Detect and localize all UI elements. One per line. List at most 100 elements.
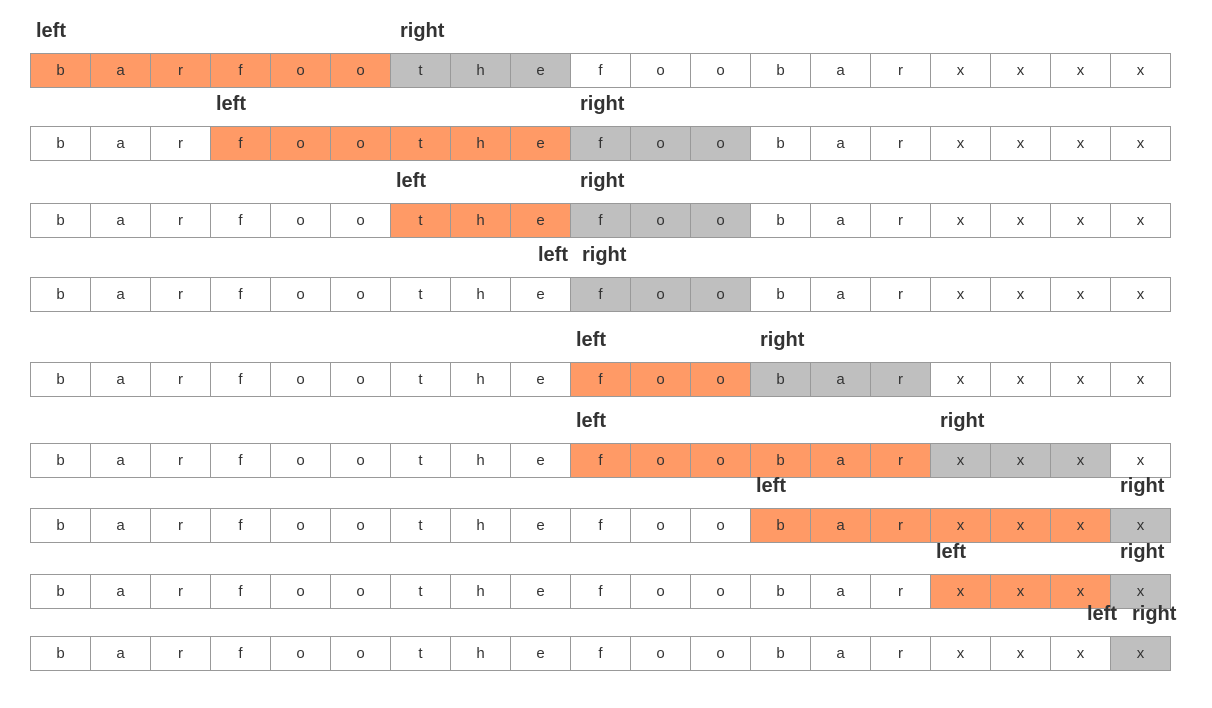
array-cell: x (931, 363, 991, 396)
array-cell: x (1051, 509, 1111, 542)
array-cell: f (571, 278, 631, 311)
array-cell: h (451, 637, 511, 670)
array-cell: h (451, 204, 511, 237)
array-cell: f (571, 444, 631, 477)
array-cell: t (391, 204, 451, 237)
array-cell: o (331, 204, 391, 237)
array-cell: b (751, 54, 811, 87)
array-cell: x (931, 575, 991, 608)
array-cell: o (271, 575, 331, 608)
array-cell: a (91, 204, 151, 237)
array-cell: a (811, 127, 871, 160)
array-cell: a (91, 444, 151, 477)
array-cell: o (271, 637, 331, 670)
array-cell: f (211, 204, 271, 237)
array-cell: e (511, 363, 571, 396)
array-cell: b (751, 204, 811, 237)
array-cell: f (211, 54, 271, 87)
array-cell: a (811, 637, 871, 670)
array-cell: x (931, 444, 991, 477)
right-pointer-label: right (1132, 603, 1177, 625)
array-cell: r (871, 363, 931, 396)
array-cell: x (1051, 278, 1111, 311)
array-cell: o (271, 278, 331, 311)
array-cell: r (871, 278, 931, 311)
array-cell: o (271, 444, 331, 477)
array-cell: b (31, 575, 91, 608)
array-cell: o (271, 509, 331, 542)
array-cell: a (811, 278, 871, 311)
right-pointer-label: right (940, 410, 985, 432)
array-cell: x (991, 575, 1051, 608)
right-pointer-label: right (1120, 475, 1165, 497)
array-cell: f (211, 509, 271, 542)
array-cell: x (1051, 637, 1111, 670)
array-cell: b (751, 127, 811, 160)
left-pointer-label: left (216, 93, 246, 115)
array-cell: x (1051, 575, 1111, 608)
array-cell: f (211, 637, 271, 670)
array-cell: r (151, 204, 211, 237)
array-cell: b (31, 509, 91, 542)
array-cell: r (151, 54, 211, 87)
left-pointer-label: left (1087, 603, 1117, 625)
array-cell: b (31, 637, 91, 670)
array-cell: x (1111, 204, 1171, 237)
array-cell: o (631, 54, 691, 87)
array-cell: o (691, 509, 751, 542)
array-cell: o (331, 127, 391, 160)
array-cell: f (211, 575, 271, 608)
array-cell: r (151, 575, 211, 608)
array-cell: e (511, 637, 571, 670)
array-cell: x (1051, 444, 1111, 477)
right-pointer-label: right (580, 170, 625, 192)
array-cell: b (751, 509, 811, 542)
left-pointer-label: left (576, 410, 606, 432)
array-cell: x (931, 54, 991, 87)
array-cell: x (931, 204, 991, 237)
array-cell: o (331, 278, 391, 311)
array-cell: x (1111, 54, 1171, 87)
array-cell: x (931, 278, 991, 311)
array-cell: e (511, 444, 571, 477)
array-cell: h (451, 278, 511, 311)
array-cell: a (91, 509, 151, 542)
array-cell: a (811, 509, 871, 542)
array-cell: o (631, 363, 691, 396)
array-cell: r (871, 509, 931, 542)
array-cell: t (391, 575, 451, 608)
array-cell: a (91, 575, 151, 608)
array-cell: f (571, 363, 631, 396)
array-cell: x (1051, 363, 1111, 396)
left-pointer-label: left (538, 244, 568, 266)
array-cell: o (331, 509, 391, 542)
array-cell: e (511, 575, 571, 608)
array-cell: e (511, 204, 571, 237)
array-cell: r (151, 509, 211, 542)
array-cell: x (991, 363, 1051, 396)
array-cell: f (211, 127, 271, 160)
array-cell: r (871, 54, 931, 87)
array-cell: b (31, 444, 91, 477)
array-cell: f (571, 204, 631, 237)
array-cell: o (331, 444, 391, 477)
array-cell: r (151, 127, 211, 160)
array-cell: t (391, 509, 451, 542)
array-cell: a (811, 444, 871, 477)
array-cell: r (151, 363, 211, 396)
array-cell: e (511, 54, 571, 87)
array-cell: t (391, 127, 451, 160)
array-cell: b (31, 127, 91, 160)
array-cell: b (751, 575, 811, 608)
array-cell: o (691, 127, 751, 160)
array-cell: o (271, 204, 331, 237)
right-pointer-label: right (580, 93, 625, 115)
array-cell: e (511, 278, 571, 311)
array-cell: a (811, 204, 871, 237)
array-cell: o (331, 363, 391, 396)
array-cell: h (451, 575, 511, 608)
